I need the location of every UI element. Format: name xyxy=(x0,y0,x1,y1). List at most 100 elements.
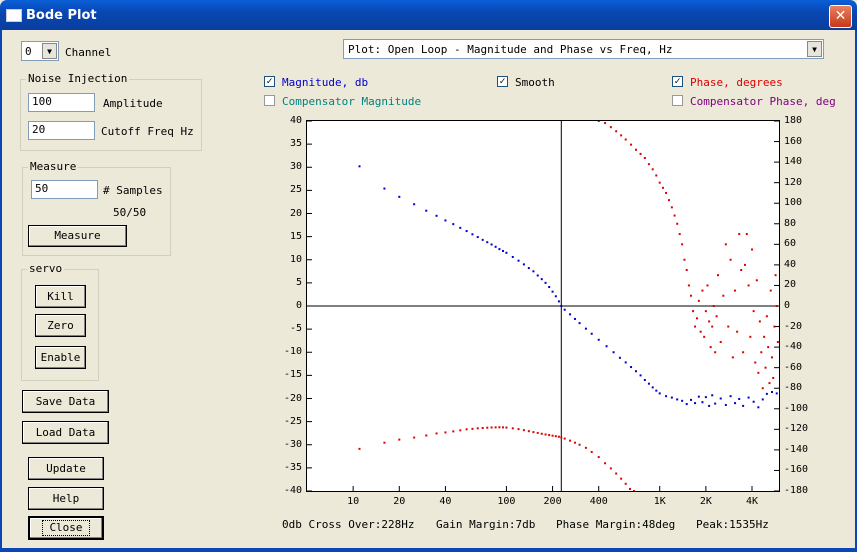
channel-select[interactable]: 0 ▼ xyxy=(21,41,59,61)
magnitude-point xyxy=(647,382,650,385)
phase-point xyxy=(358,447,361,450)
magnitude-point xyxy=(719,397,722,400)
phase-point xyxy=(685,269,688,272)
y-right-tick-label: 160 xyxy=(784,135,803,147)
magnitude-point xyxy=(643,379,646,381)
help-button[interactable]: Help xyxy=(28,487,104,510)
phase-point xyxy=(578,443,581,446)
phase-point xyxy=(476,427,479,430)
magnitude-point xyxy=(548,286,551,289)
magnitude-point xyxy=(490,243,493,246)
magnitude-point xyxy=(658,392,661,395)
plot-type-select[interactable]: Plot: Open Loop - Magnitude and Phase vs… xyxy=(343,39,824,59)
phase-point xyxy=(647,163,650,166)
y-left-tick-label: -35 xyxy=(283,461,302,473)
comp-magnitude-checkbox[interactable] xyxy=(264,95,275,106)
bode-plot-area[interactable] xyxy=(306,120,780,492)
phase-point xyxy=(435,432,438,435)
phase-point xyxy=(708,320,711,323)
smooth-checkbox[interactable]: ✓ xyxy=(497,76,508,87)
magnitude-point xyxy=(452,223,455,226)
magnitude-checkbox[interactable]: ✓ xyxy=(264,76,275,87)
phase-point xyxy=(709,346,712,349)
magnitude-point xyxy=(398,195,401,198)
phase-point xyxy=(486,426,489,429)
phase-point xyxy=(502,426,505,429)
magnitude-label: Magnitude, db xyxy=(282,76,369,89)
x-tick-label: 100 xyxy=(497,496,516,507)
phase-point xyxy=(597,456,600,459)
magnitude-point xyxy=(476,236,479,239)
phase-point xyxy=(655,174,658,177)
magnitude-point xyxy=(481,238,484,241)
enable-button[interactable]: Enable xyxy=(35,346,86,369)
magnitude-point xyxy=(697,395,700,398)
phase-point xyxy=(717,274,720,277)
servo-title: servo xyxy=(27,262,65,275)
close-button[interactable]: Close xyxy=(28,516,104,540)
noise-injection-title: Noise Injection xyxy=(26,72,130,85)
magnitude-point xyxy=(425,209,428,212)
gain-margin-readout: Gain Margin:7db xyxy=(436,518,536,531)
phase-point xyxy=(398,438,401,441)
magnitude-point xyxy=(714,402,717,405)
y-left-tick-label: 35 xyxy=(289,138,302,150)
amplitude-input[interactable]: 100 xyxy=(28,93,95,112)
phase-point xyxy=(760,351,763,354)
phase-point xyxy=(459,429,462,432)
magnitude-point xyxy=(761,398,764,401)
y-left-tick-label: 30 xyxy=(289,161,302,173)
phase-point xyxy=(767,346,770,349)
window-title: Bode Plot xyxy=(26,8,97,23)
phase-point xyxy=(604,462,607,465)
chevron-down-icon[interactable]: ▼ xyxy=(807,41,822,57)
phase-point xyxy=(615,472,618,475)
y-right-tick-label: -40 xyxy=(784,341,803,353)
magnitude-point xyxy=(358,165,361,168)
phase-point xyxy=(548,434,551,437)
magnitude-point xyxy=(494,245,497,248)
phase-point xyxy=(770,356,773,359)
samples-input[interactable]: 50 xyxy=(31,180,98,199)
save-data-button[interactable]: Save Data xyxy=(22,390,109,413)
phase-checkbox[interactable]: ✓ xyxy=(672,76,683,87)
update-button[interactable]: Update xyxy=(28,457,104,480)
phase-point xyxy=(697,299,700,302)
phase-point xyxy=(490,426,493,429)
phase-point xyxy=(687,284,690,287)
x-tick-label: 4K xyxy=(745,496,759,507)
phase-point xyxy=(633,490,636,491)
phase-point xyxy=(769,289,772,292)
peak-readout: Peak:1535Hz xyxy=(696,518,769,531)
magnitude-point xyxy=(557,300,560,303)
x-tick-label: 40 xyxy=(439,496,452,507)
magnitude-point xyxy=(747,396,750,399)
magnitude-point xyxy=(681,399,684,402)
phase-point xyxy=(692,310,695,313)
magnitude-point xyxy=(560,305,563,307)
phase-point xyxy=(471,427,474,430)
y-right-tick-label: -60 xyxy=(784,361,803,373)
magnitude-point xyxy=(517,259,520,262)
magnitude-point xyxy=(701,401,704,404)
magnitude-point xyxy=(639,374,642,377)
zero-button[interactable]: Zero xyxy=(35,314,86,337)
y-right-tick-label: -80 xyxy=(784,382,803,394)
phase-point xyxy=(743,263,746,266)
phase-point xyxy=(758,320,761,323)
phase-point xyxy=(752,310,755,313)
samples-label: # Samples xyxy=(103,184,163,197)
cutoff-freq-input[interactable]: 20 xyxy=(28,121,95,140)
magnitude-point xyxy=(502,249,505,252)
y-left-tick-label: -40 xyxy=(283,485,302,496)
measure-button[interactable]: Measure xyxy=(28,225,127,247)
load-data-button[interactable]: Load Data xyxy=(22,421,109,444)
comp-phase-checkbox[interactable] xyxy=(672,95,683,106)
magnitude-point xyxy=(563,308,566,311)
magnitude-point xyxy=(665,395,668,398)
window-close-button[interactable]: ✕ xyxy=(829,5,852,28)
kill-button[interactable]: Kill xyxy=(35,285,86,308)
chevron-down-icon[interactable]: ▼ xyxy=(42,43,57,59)
y-right-tick-label: 120 xyxy=(784,176,803,188)
y-right-tick-label: 100 xyxy=(784,197,803,209)
